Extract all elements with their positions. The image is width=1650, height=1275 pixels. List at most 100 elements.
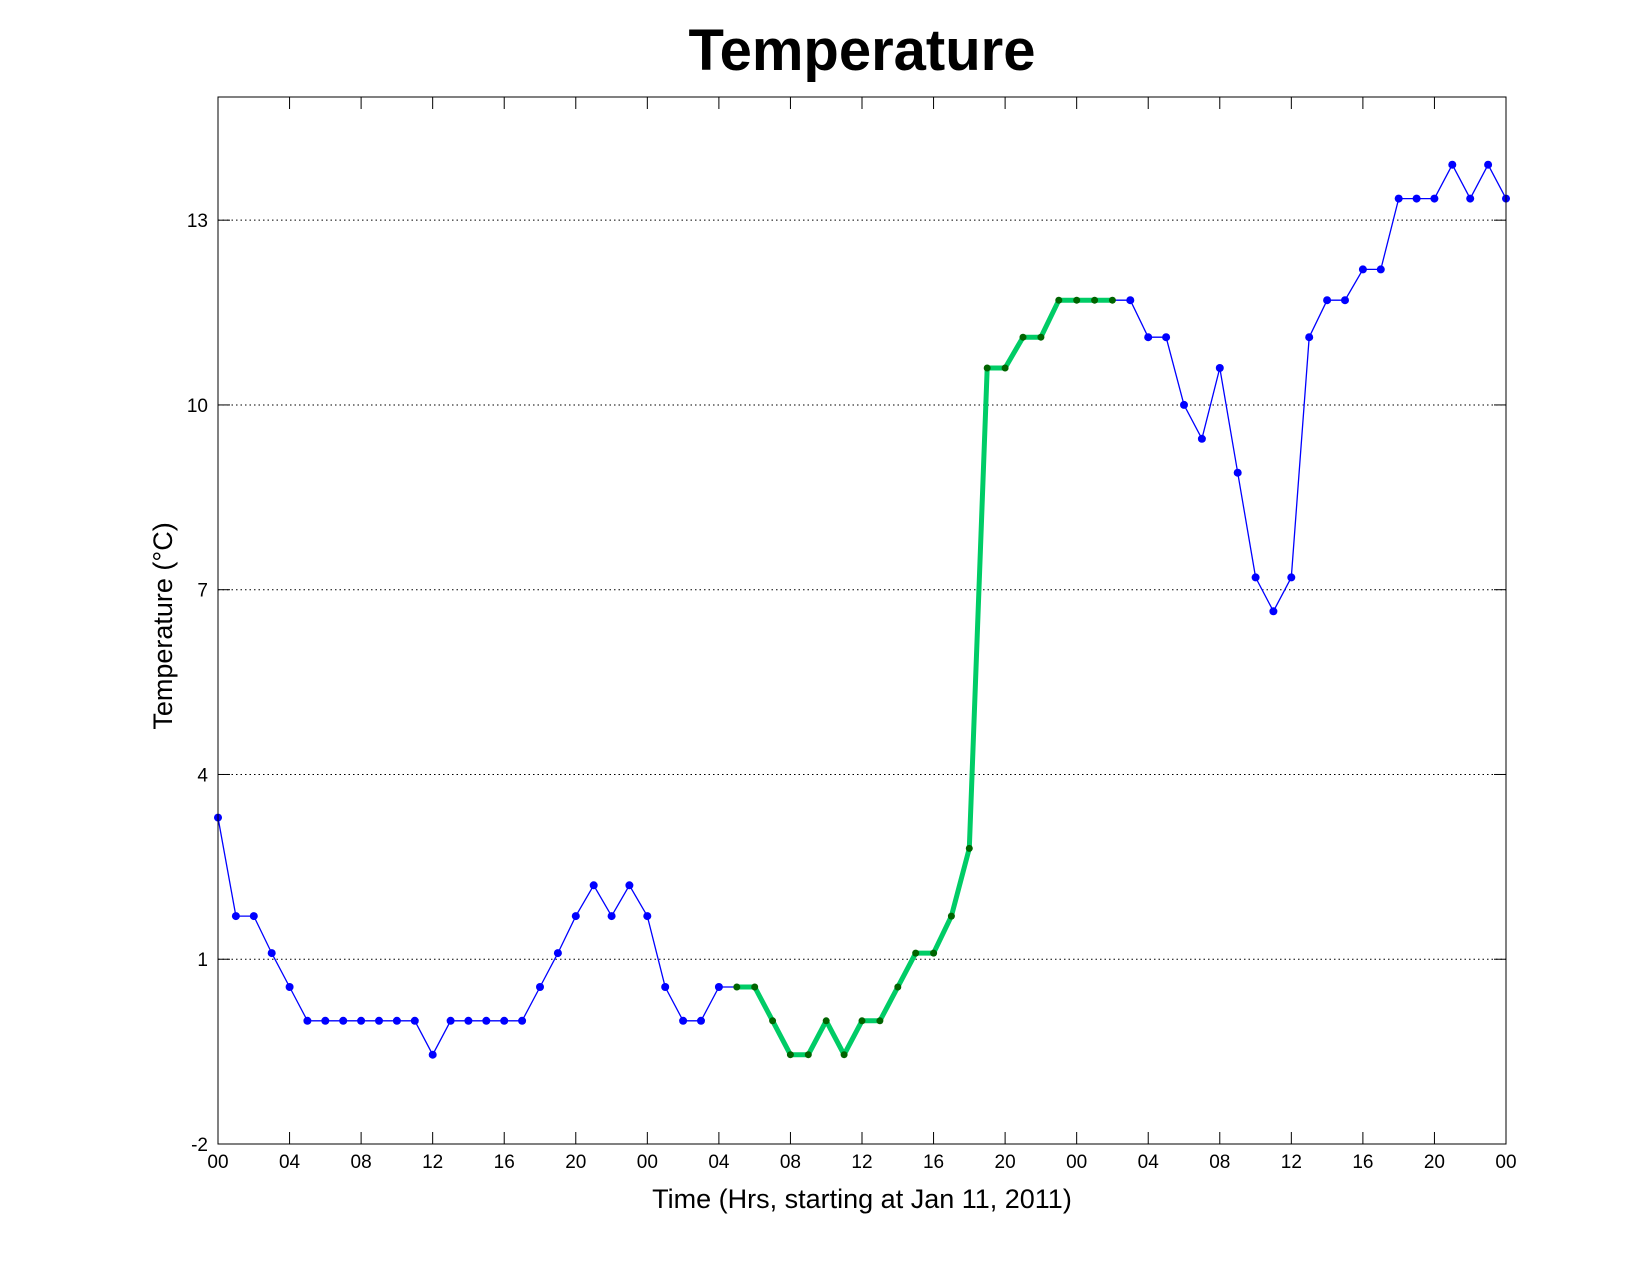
x-tick-label: 04 bbox=[279, 1152, 301, 1173]
y-tick-label: 4 bbox=[197, 765, 208, 786]
highlight-point bbox=[733, 983, 741, 991]
highlight-point bbox=[947, 912, 955, 920]
data-point bbox=[1430, 194, 1439, 203]
data-point bbox=[536, 983, 544, 991]
data-point bbox=[661, 983, 670, 991]
highlight-point bbox=[965, 844, 973, 852]
highlight-point bbox=[804, 1051, 812, 1059]
data-point bbox=[482, 1016, 491, 1025]
plot-series bbox=[214, 160, 1510, 1059]
highlight-point bbox=[1091, 296, 1099, 304]
data-point bbox=[339, 1016, 348, 1025]
series-line-highlight bbox=[736, 297, 1113, 1058]
highlight-point bbox=[1108, 296, 1116, 304]
highlight-point bbox=[769, 1017, 777, 1025]
data-point bbox=[589, 881, 598, 890]
plot-area-frame bbox=[217, 96, 1507, 1145]
x-tick-labels: 00 04 08 12 16 20 00 04 08 12 16 20 00 04 08 12 16 20 00 bbox=[207, 1152, 1516, 1173]
data-point bbox=[1197, 434, 1206, 443]
data-point bbox=[1215, 364, 1224, 372]
data-point bbox=[375, 1016, 383, 1025]
x-tick-label: 08 bbox=[1209, 1152, 1230, 1173]
series-line-temperature bbox=[217, 163, 1507, 1057]
data-point bbox=[1323, 296, 1332, 305]
y-tick-label: 13 bbox=[187, 211, 208, 232]
data-point bbox=[446, 1016, 455, 1025]
data-point bbox=[1412, 194, 1421, 203]
data-point bbox=[1466, 194, 1475, 203]
data-point bbox=[553, 949, 562, 958]
highlight-point bbox=[822, 1017, 830, 1025]
data-point bbox=[1126, 296, 1135, 305]
x-tick-label: 08 bbox=[351, 1152, 372, 1173]
highlight-point bbox=[912, 949, 920, 957]
y-tick-label: -2 bbox=[191, 1135, 208, 1156]
data-point bbox=[285, 983, 294, 991]
x-axis-label: Time (Hrs, starting at Jan 11, 2011) bbox=[652, 1184, 1072, 1214]
highlight-point bbox=[1037, 333, 1045, 341]
highlight-point bbox=[1001, 364, 1009, 372]
highlight-point bbox=[1073, 296, 1081, 304]
x-tick-label: 08 bbox=[780, 1152, 801, 1173]
highlight-point bbox=[930, 949, 938, 957]
x-tick-label: 12 bbox=[422, 1152, 443, 1173]
y-tick-label: 10 bbox=[187, 396, 208, 417]
y-tick-label: 7 bbox=[197, 581, 208, 602]
data-point bbox=[464, 1016, 473, 1025]
data-point bbox=[571, 912, 580, 921]
data-point bbox=[1358, 265, 1367, 274]
highlight-point bbox=[840, 1051, 848, 1059]
data-point bbox=[1287, 573, 1296, 582]
data-point bbox=[303, 1016, 312, 1025]
data-point bbox=[392, 1016, 401, 1025]
highlight-point bbox=[786, 1051, 794, 1059]
data-point bbox=[1162, 333, 1171, 342]
x-tick-label: 16 bbox=[923, 1152, 944, 1173]
chart-title: Temperature bbox=[688, 18, 1035, 83]
x-tick-label: 00 bbox=[1495, 1152, 1516, 1173]
x-tick-label: 16 bbox=[494, 1152, 515, 1173]
data-point bbox=[1341, 296, 1349, 305]
highlight-point bbox=[751, 983, 759, 991]
y-tick-labels: -2 1 4 7 10 13 bbox=[187, 211, 209, 1156]
data-point bbox=[625, 881, 634, 890]
highlight-point bbox=[1055, 296, 1063, 304]
x-tick-label: 20 bbox=[995, 1152, 1016, 1173]
x-tick-label: 12 bbox=[851, 1152, 872, 1173]
data-point bbox=[1233, 468, 1242, 477]
data-point bbox=[428, 1050, 437, 1059]
x-tick-label: 00 bbox=[207, 1152, 228, 1173]
data-point bbox=[1394, 194, 1403, 203]
x-tick-label: 04 bbox=[1138, 1152, 1160, 1173]
y-tick-label: 1 bbox=[197, 950, 208, 971]
x-tick-label: 00 bbox=[637, 1152, 658, 1173]
data-point bbox=[1305, 333, 1314, 342]
data-point bbox=[1144, 333, 1153, 342]
x-tick-label: 00 bbox=[1066, 1152, 1087, 1173]
data-point bbox=[321, 1016, 330, 1025]
axis-ticks bbox=[217, 97, 1507, 1145]
data-point bbox=[1484, 160, 1493, 169]
highlight-point bbox=[983, 364, 991, 372]
data-point bbox=[357, 1016, 366, 1025]
data-point bbox=[1180, 400, 1188, 409]
data-point bbox=[410, 1016, 419, 1025]
y-axis-label: Temperature (°C) bbox=[148, 522, 178, 729]
x-tick-label: 16 bbox=[1352, 1152, 1373, 1173]
data-point bbox=[714, 983, 723, 991]
data-point bbox=[500, 1016, 509, 1025]
data-point bbox=[267, 949, 276, 958]
data-point bbox=[518, 1016, 527, 1025]
data-point bbox=[231, 912, 240, 921]
data-point bbox=[679, 1016, 688, 1025]
gridlines bbox=[218, 219, 1506, 960]
data-point bbox=[249, 912, 258, 921]
data-point bbox=[1448, 160, 1457, 169]
data-point bbox=[1269, 607, 1278, 616]
data-point bbox=[607, 912, 616, 921]
data-point bbox=[697, 1016, 705, 1025]
data-point bbox=[1251, 573, 1260, 582]
x-tick-label: 04 bbox=[708, 1152, 730, 1173]
data-point bbox=[643, 912, 652, 921]
